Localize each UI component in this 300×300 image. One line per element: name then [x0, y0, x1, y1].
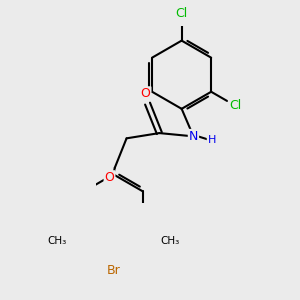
Text: O: O [105, 171, 114, 184]
Text: O: O [141, 87, 151, 100]
Text: Br: Br [106, 264, 120, 277]
Text: Cl: Cl [229, 99, 241, 112]
Text: CH₃: CH₃ [160, 236, 180, 246]
Text: H: H [208, 135, 216, 145]
Text: Cl: Cl [176, 7, 188, 20]
Text: CH₃: CH₃ [47, 236, 66, 246]
Text: N: N [189, 130, 198, 143]
